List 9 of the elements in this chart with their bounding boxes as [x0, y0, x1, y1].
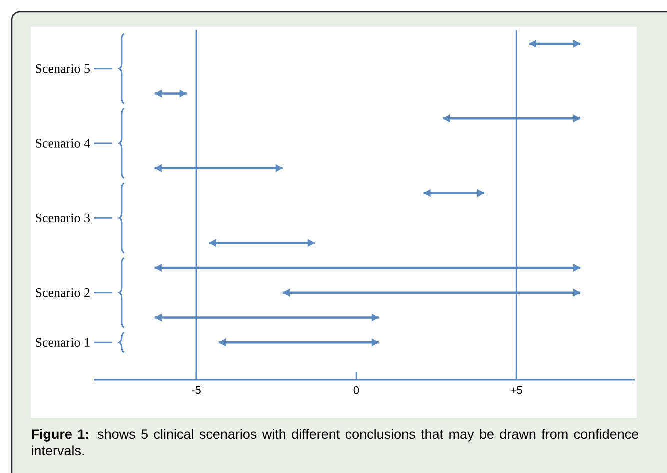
y-tick-label: Scenario 5: [36, 64, 90, 74]
x-tick-label: 0: [354, 386, 360, 394]
y-tick-label: Scenario 2: [36, 288, 90, 298]
x-tick-label: +5: [510, 386, 522, 394]
text: Figure 1: shows 5 clinical scenarios with different conclusions that may be drawn from confidence intervals.: [32, 429, 639, 456]
x-tick-label: -5: [192, 386, 201, 394]
y-tick-label: Scenario 4: [36, 139, 90, 148]
y-tick-label: Scenario 1: [36, 338, 90, 348]
y-tick-label: Scenario 3: [36, 214, 90, 223]
